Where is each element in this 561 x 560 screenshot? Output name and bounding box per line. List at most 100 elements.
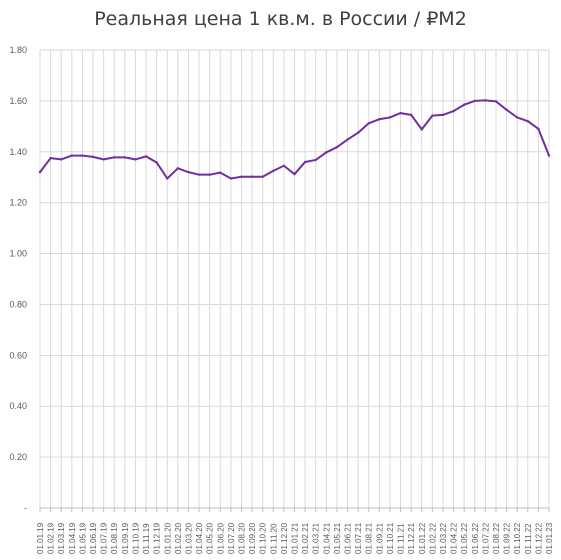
data-point (187, 170, 190, 174)
y-tick-label: 0.80 (9, 299, 27, 309)
data-point (240, 175, 243, 178)
chart-title: Реальная цена 1 кв.м. в России / ₽M2 (94, 8, 467, 30)
x-tick-label: 01.07.21 (354, 522, 363, 554)
x-tick-label: 01.08.20 (237, 522, 246, 554)
x-tick-label: 01.03.21 (312, 522, 321, 554)
data-point (484, 99, 487, 102)
data-point (229, 177, 233, 180)
x-tick-label: 01.12.22 (534, 522, 543, 554)
data-point (388, 116, 392, 119)
data-point (325, 151, 328, 154)
data-point (314, 158, 317, 162)
data-point (113, 156, 116, 159)
x-tick-label: 01.08.19 (110, 522, 119, 554)
data-point (420, 128, 423, 131)
y-tick-label: 0.20 (9, 452, 27, 462)
x-tick-label: 01.06.20 (216, 522, 225, 554)
data-point (250, 175, 254, 178)
x-tick-label: 01.09.22 (503, 522, 512, 554)
data-point (272, 169, 275, 173)
x-tick-label: 01.09.20 (248, 522, 257, 554)
x-tick-label: 01.05.20 (206, 522, 215, 554)
data-point (219, 171, 222, 174)
data-point (70, 154, 74, 157)
data-point (526, 120, 529, 123)
data-point (176, 167, 180, 170)
x-tick-label: 01.03.20 (184, 522, 193, 554)
x-tick-label: 01.01.20 (163, 522, 172, 554)
data-point (494, 100, 498, 103)
data-point (335, 145, 339, 149)
x-tick-label: 01.05.22 (460, 522, 469, 554)
data-point (452, 109, 455, 113)
data-point (261, 175, 264, 178)
x-tick-label: 01.02.21 (301, 522, 310, 554)
x-tick-label: 01.06.22 (471, 522, 480, 554)
x-tick-label: 01.02.19 (47, 522, 56, 554)
x-tick-label: 01.07.20 (227, 522, 236, 554)
x-tick-label: 01.03.22 (439, 522, 448, 554)
x-tick-label: 01.07.19 (100, 522, 109, 554)
x-tick-label: 01.04.19 (68, 522, 77, 554)
x-tick-label: 01.08.22 (492, 522, 501, 554)
x-tick-label: 01.11.21 (397, 523, 406, 554)
data-point (166, 177, 169, 180)
data-point (303, 160, 307, 164)
data-point (537, 127, 540, 131)
x-tick-label: 01.02.20 (174, 522, 183, 554)
x-tick-label: 01.04.21 (322, 522, 331, 554)
x-tick-label: 01.09.19 (121, 522, 130, 554)
data-point (134, 158, 137, 161)
data-point (378, 118, 381, 121)
data-point (60, 158, 63, 161)
y-tick-label: 1.80 (9, 45, 27, 55)
data-point (547, 154, 551, 157)
x-tick-label: 01.05.19 (78, 522, 87, 554)
data-point (102, 158, 105, 161)
x-tick-label: 01.09.21 (375, 522, 384, 554)
x-tick-label: 01.01.22 (418, 522, 427, 554)
data-point (409, 113, 413, 117)
x-tick-label: 01.10.19 (131, 522, 140, 554)
x-tick-label: 01.10.20 (259, 522, 268, 554)
x-tick-label: 01.11.19 (142, 523, 151, 554)
data-point (81, 154, 84, 157)
data-point (123, 156, 127, 159)
data-point (356, 131, 360, 134)
x-tick-label: 01.04.22 (450, 522, 459, 554)
x-tick-label: 01.01.21 (291, 522, 300, 554)
data-point (38, 170, 42, 174)
data-point (515, 116, 519, 119)
y-tick-label: 1.40 (9, 147, 27, 157)
x-tick-label: 01.08.21 (365, 522, 374, 554)
data-point (155, 161, 158, 164)
x-tick-label: 01.12.21 (407, 522, 416, 554)
x-tick-label: 01.02.22 (428, 522, 437, 554)
y-tick-label: 1.60 (9, 96, 27, 106)
x-tick-label: 01.06.19 (89, 522, 98, 554)
x-tick-label: 01.10.22 (513, 522, 522, 554)
x-tick-label: 01.10.21 (386, 522, 395, 554)
data-point (399, 111, 402, 115)
x-tick-label: 01.12.19 (153, 522, 162, 554)
y-tick-label: - (24, 503, 27, 513)
data-point (431, 114, 434, 117)
y-tick-label: 1.00 (9, 249, 27, 259)
data-point (144, 155, 148, 158)
x-tick-label: 01.01.23 (545, 522, 554, 554)
x-tick-label: 01.11.20 (269, 523, 278, 554)
x-tick-label: 01.12.20 (280, 522, 289, 554)
y-tick-label: 0.60 (9, 350, 27, 360)
y-tick-label: 0.40 (9, 401, 27, 411)
x-tick-label: 01.06.21 (344, 522, 353, 554)
data-point (282, 164, 286, 167)
data-point (49, 156, 52, 160)
data-point (473, 99, 476, 103)
x-tick-label: 01.01.19 (36, 522, 45, 554)
data-point (462, 103, 466, 106)
data-point (346, 138, 349, 141)
data-point (91, 155, 95, 159)
data-point (367, 122, 370, 125)
data-point (208, 173, 211, 176)
